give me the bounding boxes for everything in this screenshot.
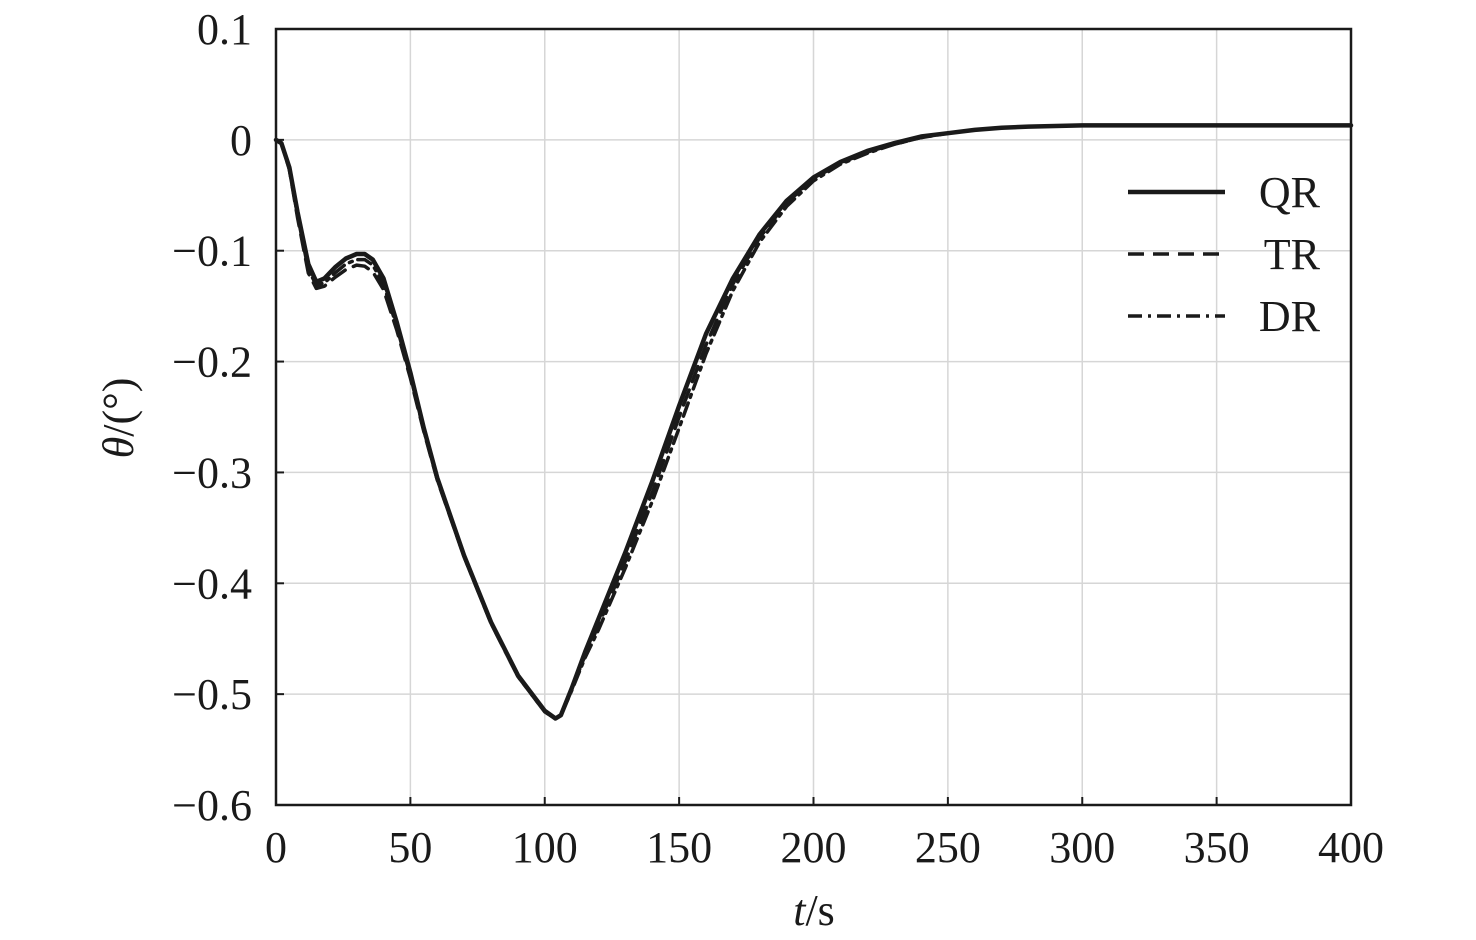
y-tick-label: −0.4 — [172, 559, 252, 608]
series-lines — [273, 123, 1354, 721]
y-tick-label: −0.3 — [172, 448, 252, 497]
x-tick-label: 400 — [1318, 823, 1384, 872]
x-tick-label: 150 — [646, 823, 712, 872]
y-tick-label: −0.2 — [172, 338, 252, 387]
series-line-qr — [273, 123, 1354, 721]
x-tick-label: 250 — [915, 823, 981, 872]
y-tick-label: 0.1 — [197, 5, 252, 54]
x-tick-label: 0 — [265, 823, 287, 872]
legend: QR TR DR — [1128, 168, 1321, 341]
x-tick-label: 50 — [388, 823, 432, 872]
x-axis-ticks: 0 50 100 150 200 250 300 350 400 — [265, 797, 1384, 872]
legend-label-tr: TR — [1264, 230, 1321, 279]
y-tick-label: −0.1 — [172, 227, 252, 276]
legend-label-dr: DR — [1259, 292, 1321, 341]
x-tick-label: 100 — [512, 823, 578, 872]
grid — [275, 28, 1352, 806]
x-tick-label: 300 — [1049, 823, 1115, 872]
y-tick-label: −0.6 — [172, 781, 252, 830]
x-axis-label: t/s — [793, 886, 835, 935]
y-tick-label: −0.5 — [172, 670, 252, 719]
y-tick-label: 0 — [230, 116, 252, 165]
legend-label-qr: QR — [1259, 168, 1321, 217]
x-tick-label: 350 — [1184, 823, 1250, 872]
x-tick-label: 200 — [781, 823, 847, 872]
y-axis-label: θ/(°) — [94, 378, 143, 459]
y-axis-ticks: 0.1 0 −0.1 −0.2 −0.3 −0.4 −0.5 −0.6 — [172, 5, 284, 830]
